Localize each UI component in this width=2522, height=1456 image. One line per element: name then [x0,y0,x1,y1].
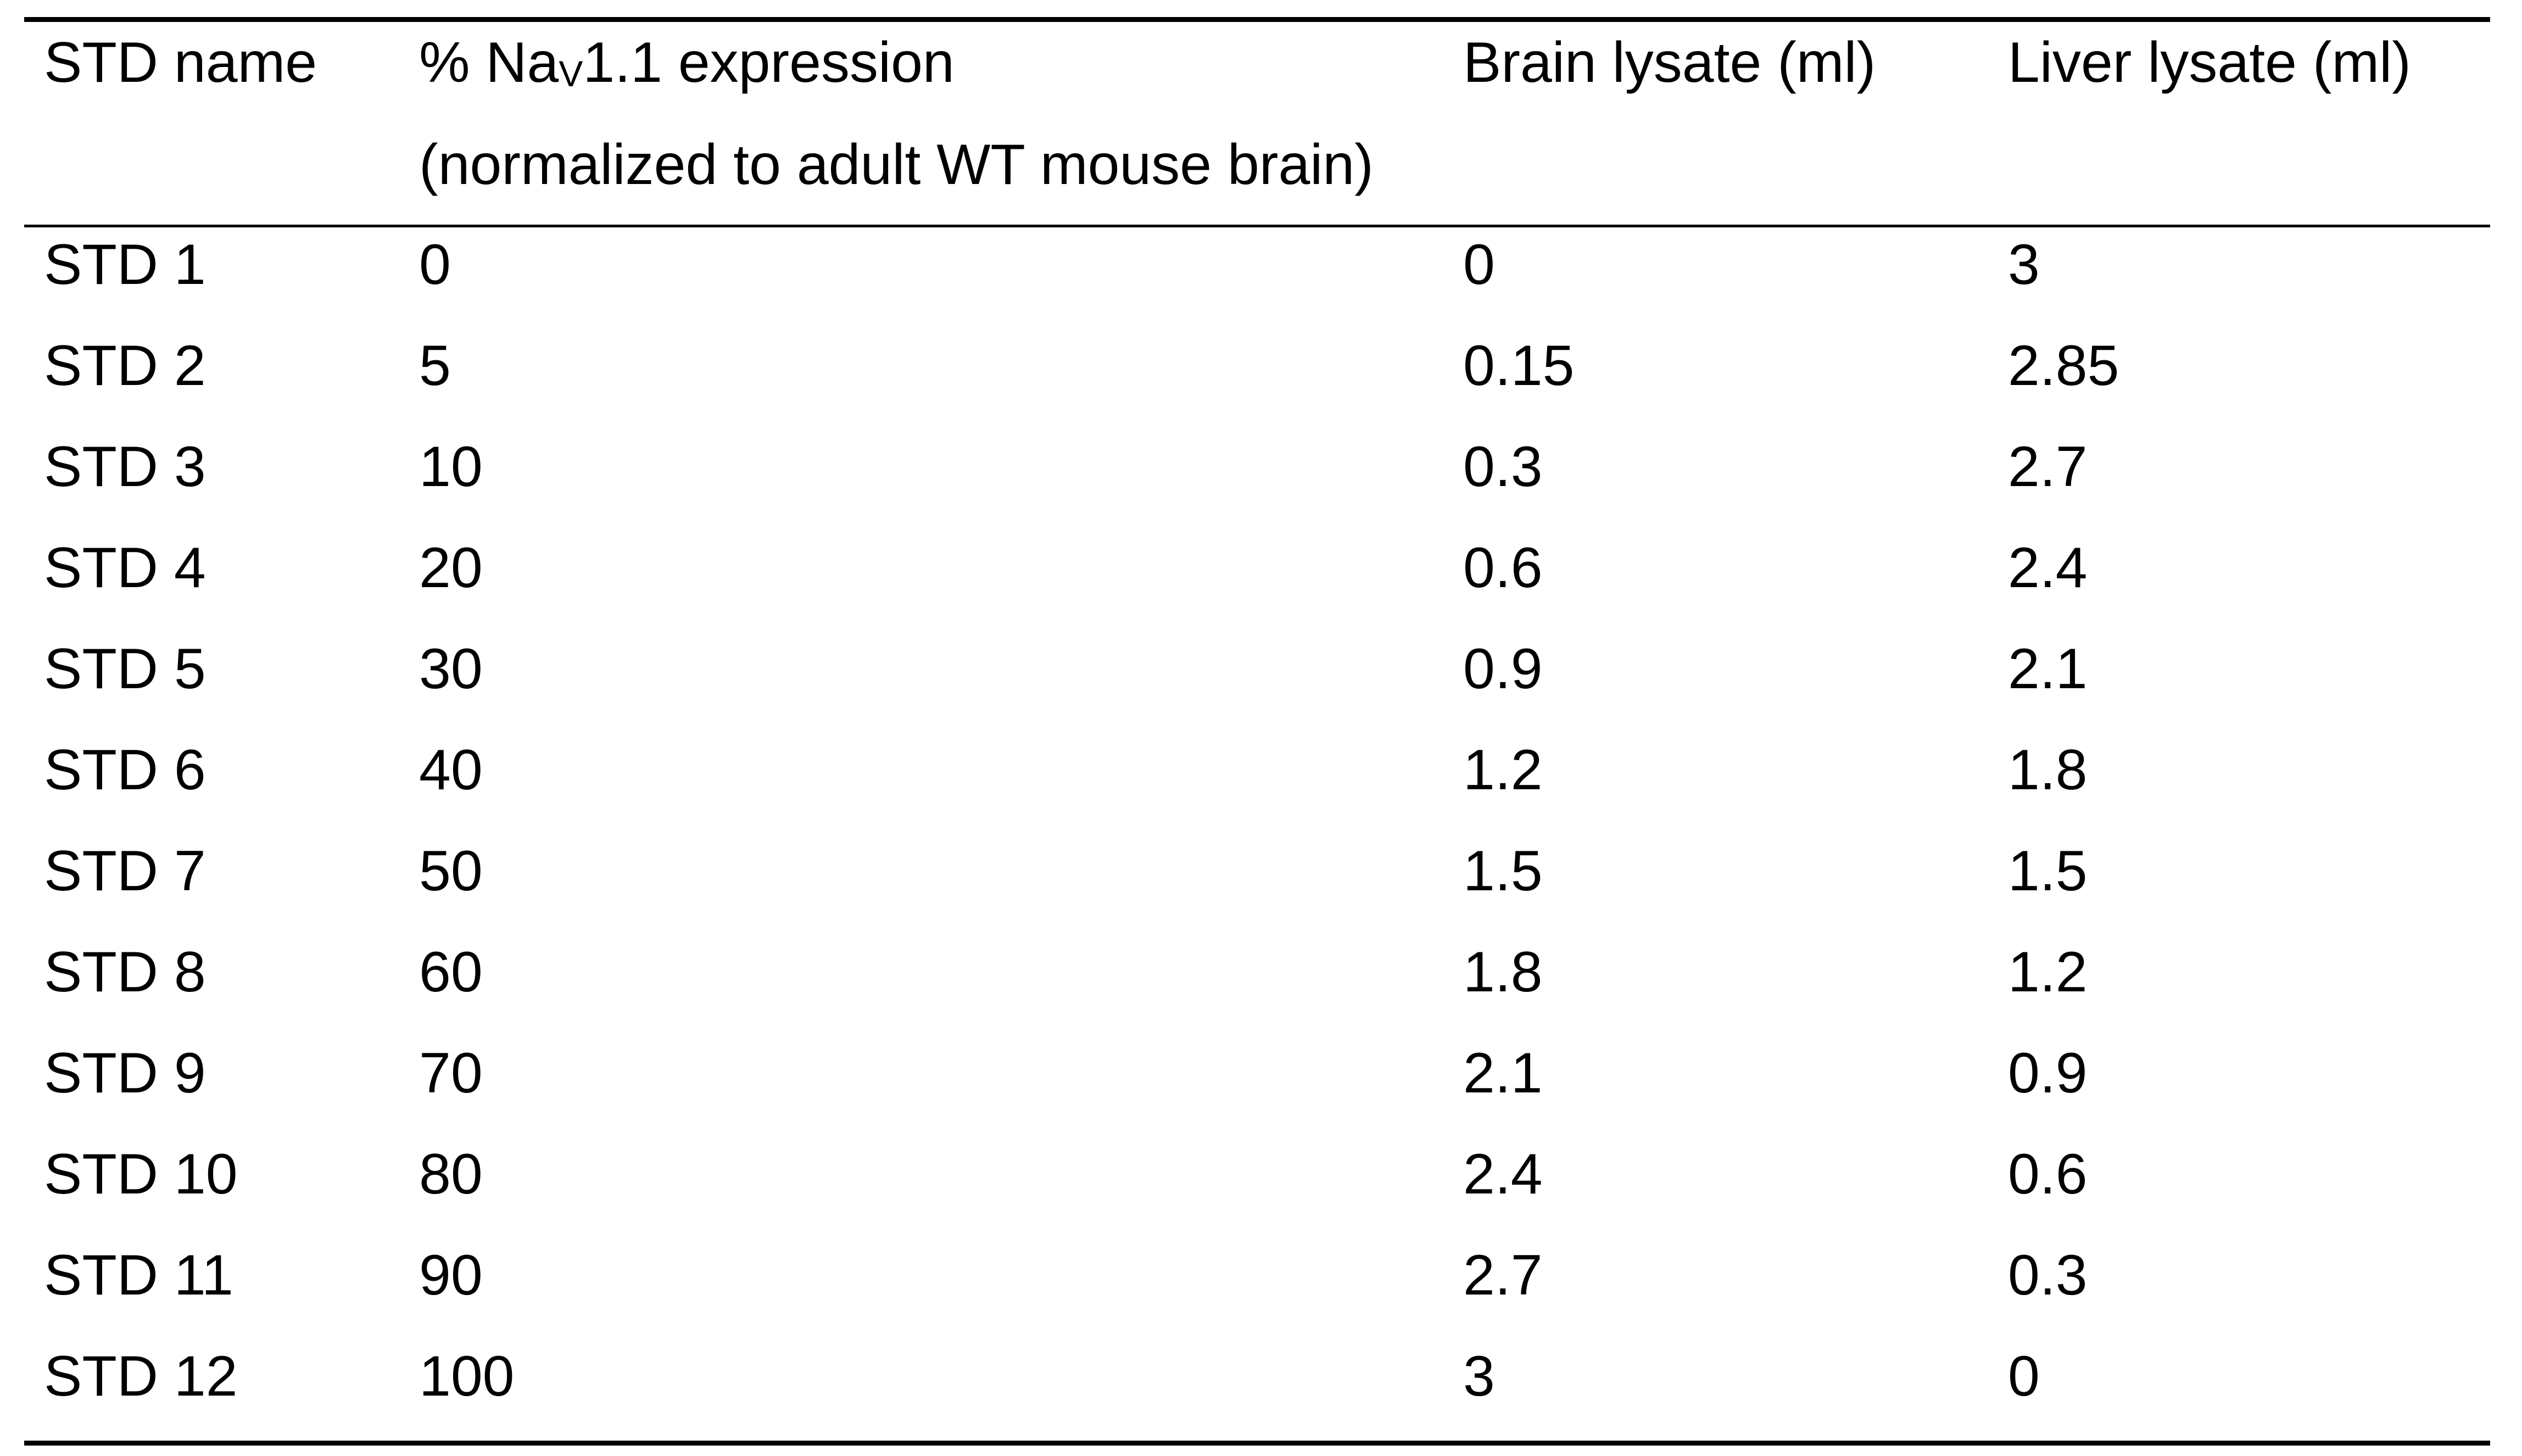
brain-lysate-cell: 2.7 [1463,1243,1543,1307]
nav-expression-cell: 60 [419,940,483,1004]
nav-expression-cell: 0 [419,233,451,297]
brain-lysate-cell: 2.1 [1463,1041,1543,1105]
header-brain-lysate: Brain lysate (ml) [1463,31,1876,94]
brain-lysate-cell: 3 [1463,1345,1495,1408]
brain-lysate-cell: 0.9 [1463,637,1543,701]
table-top-rule [24,17,2490,22]
nav-expression-cell: 40 [419,738,483,802]
table-row: STD 11 90 2.7 0.3 [0,1247,2522,1313]
std-name-cell: STD 2 [44,334,206,398]
liver-lysate-cell: 1.2 [2008,940,2088,1004]
std-name-cell: STD 7 [44,839,206,903]
liver-lysate-cell: 0 [2008,1345,2040,1408]
brain-lysate-cell: 0.3 [1463,435,1543,499]
liver-lysate-cell: 1.5 [2008,839,2088,903]
header-nav-expression: % NaV1.1 expression [419,31,955,94]
liver-lysate-cell: 2.7 [2008,435,2088,499]
table-row: STD 5 30 0.9 2.1 [0,640,2522,706]
brain-lysate-cell: 1.5 [1463,839,1543,903]
table-row: STD 10 80 2.4 0.6 [0,1146,2522,1212]
nav-expression-cell: 20 [419,536,483,600]
table-row: STD 9 70 2.1 0.9 [0,1045,2522,1111]
table-row: STD 12 100 3 0 [0,1348,2522,1414]
std-name-cell: STD 8 [44,940,206,1004]
table-row: STD 2 5 0.15 2.85 [0,337,2522,403]
header-nav-suffix: 1.1 expression [583,31,955,94]
std-name-cell: STD 12 [44,1345,238,1408]
header-nav-prefix: % Na [419,31,559,94]
table-row: STD 1 0 0 3 [0,236,2522,302]
std-name-cell: STD 3 [44,435,206,499]
std-name-cell: STD 10 [44,1142,238,1206]
nav-expression-cell: 5 [419,334,451,398]
header-std-name: STD name [44,31,317,94]
brain-lysate-cell: 0.6 [1463,536,1543,600]
brain-lysate-cell: 0.15 [1463,334,1575,398]
std-name-cell: STD 6 [44,738,206,802]
liver-lysate-cell: 0.3 [2008,1243,2088,1307]
liver-lysate-cell: 2.1 [2008,637,2088,701]
table-row: STD 3 10 0.3 2.7 [0,438,2522,504]
brain-lysate-cell: 1.2 [1463,738,1543,802]
nav-expression-cell: 70 [419,1041,483,1105]
nav-expression-cell: 100 [419,1345,515,1408]
header-liver-lysate: Liver lysate (ml) [2008,31,2411,94]
table-row: STD 8 60 1.8 1.2 [0,944,2522,1009]
table-row: STD 6 40 1.2 1.8 [0,741,2522,807]
header-nav-normalization: (normalized to adult WT mouse brain) [419,133,1374,197]
table-row: STD 4 20 0.6 2.4 [0,539,2522,605]
liver-lysate-cell: 2.85 [2008,334,2119,398]
nav-expression-cell: 50 [419,839,483,903]
std-name-cell: STD 9 [44,1041,206,1105]
brain-lysate-cell: 1.8 [1463,940,1543,1004]
table-bottom-rule [24,1441,2490,1446]
liver-lysate-cell: 3 [2008,233,2040,297]
liver-lysate-cell: 0.6 [2008,1142,2088,1206]
table-row: STD 7 50 1.5 1.5 [0,843,2522,908]
liver-lysate-cell: 2.4 [2008,536,2088,600]
nav-expression-cell: 30 [419,637,483,701]
table-header-rule [24,225,2490,227]
header-nav-subscript: V [559,53,583,94]
brain-lysate-cell: 2.4 [1463,1142,1543,1206]
nav-expression-cell: 10 [419,435,483,499]
std-name-cell: STD 4 [44,536,206,600]
std-name-cell: STD 1 [44,233,206,297]
nav-expression-cell: 80 [419,1142,483,1206]
std-name-cell: STD 11 [44,1243,233,1307]
liver-lysate-cell: 1.8 [2008,738,2088,802]
std-name-cell: STD 5 [44,637,206,701]
brain-lysate-cell: 0 [1463,233,1495,297]
nav-expression-cell: 90 [419,1243,483,1307]
liver-lysate-cell: 0.9 [2008,1041,2088,1105]
